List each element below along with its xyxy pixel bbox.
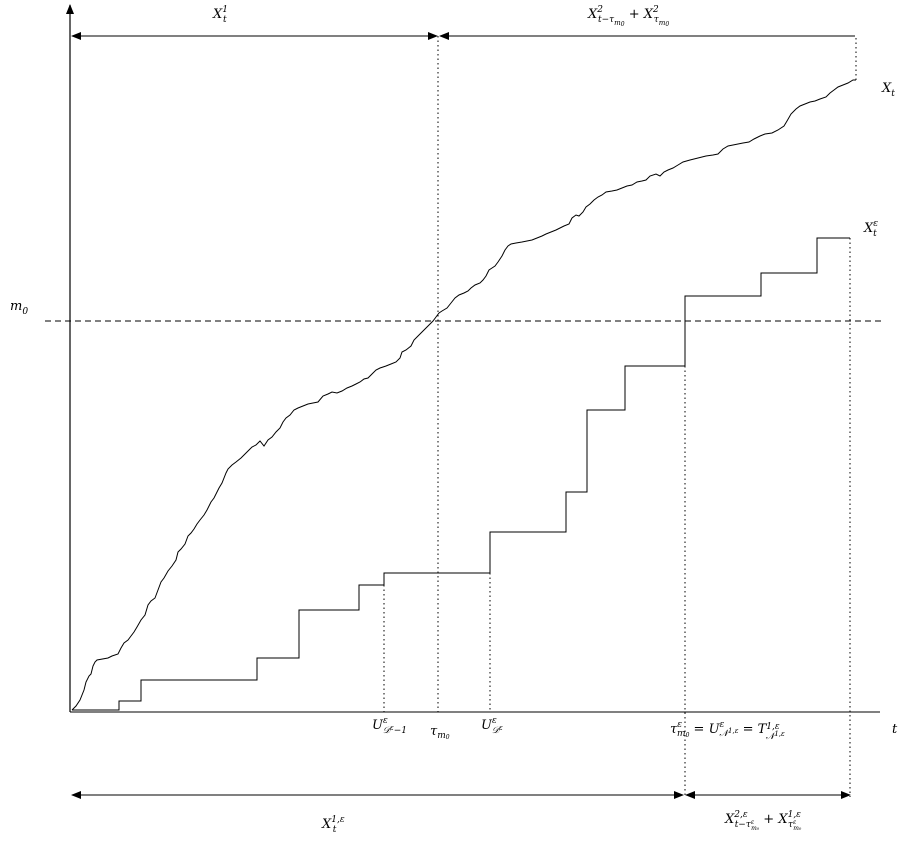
bottom-right-label: X2,ε t−τε m₀ + X1,ε τε m₀ xyxy=(724,810,802,832)
bottom-left-label: X1,ε t xyxy=(321,815,345,835)
x1t-label: X1 t xyxy=(212,5,228,25)
x-eps-label: Xε t xyxy=(863,219,878,239)
m0-sub: 0 xyxy=(22,307,28,317)
xt-label: Xt xyxy=(881,81,895,99)
m0-main: m xyxy=(10,299,22,314)
x1t-main: X xyxy=(212,7,223,22)
m0-label: m0 xyxy=(10,299,28,317)
xt-sub: t xyxy=(891,89,895,99)
x1t-sub: t xyxy=(223,15,227,25)
process-curve-xt xyxy=(71,79,856,711)
x-eps-sub: t xyxy=(873,229,877,239)
top-right-label: X2 t−τm0 + X2 τm0 xyxy=(587,5,669,28)
xt-main: X xyxy=(881,81,892,96)
x-eps-sup: ε xyxy=(873,219,878,229)
tau-eps-label: τε m0 = Uε 𝒩1,ε = T1,ε 𝒩1,ε xyxy=(670,720,785,742)
guide-lines xyxy=(383,36,857,797)
step-process-x-eps xyxy=(72,237,850,711)
x1t-sup: 1 xyxy=(222,5,228,15)
u-dminus1-label: Uε 𝒟ε−1 xyxy=(372,716,407,736)
tau-m0-label: τm0 xyxy=(430,724,450,741)
u-d-label: Uε 𝒟ε xyxy=(481,716,503,736)
x-eps-main: X xyxy=(863,221,874,236)
t-axis-label: t xyxy=(892,722,898,737)
